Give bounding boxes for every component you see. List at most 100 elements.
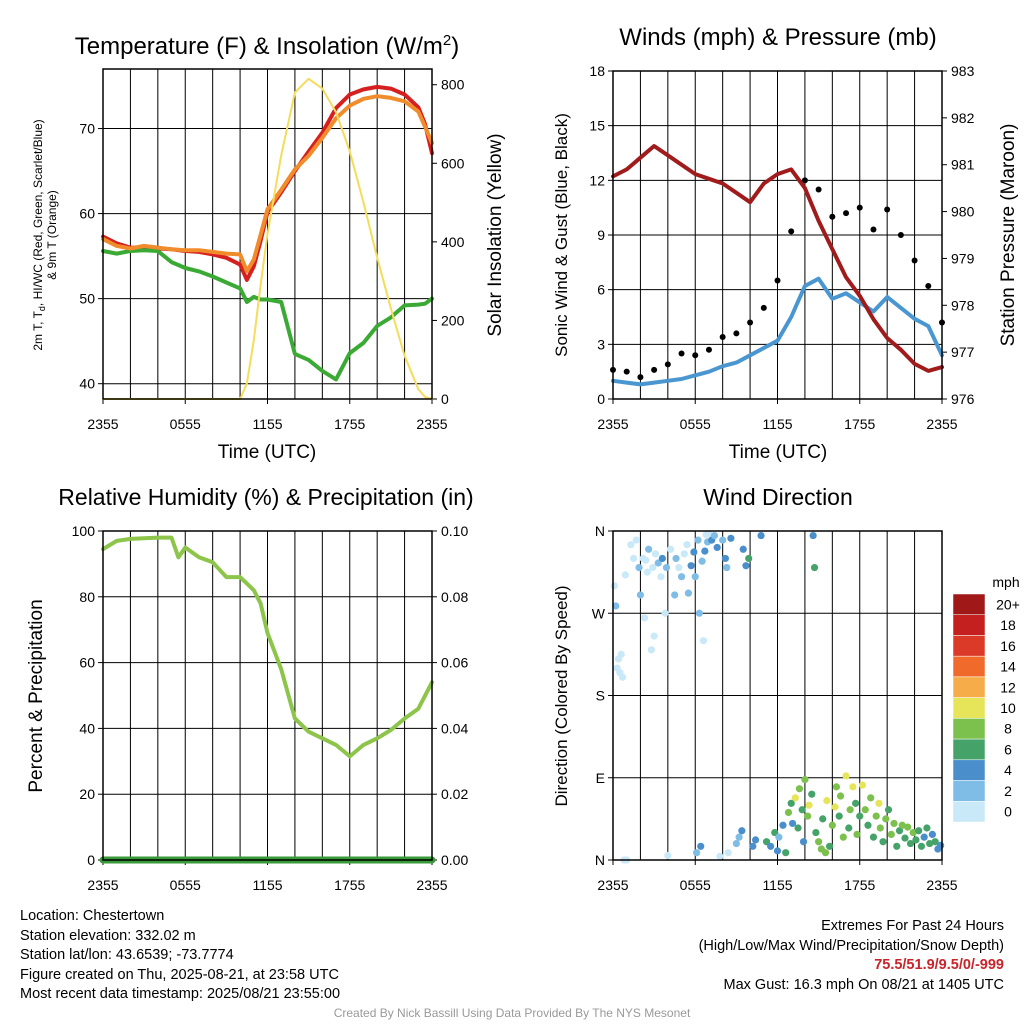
- rh-ytick-label: 40: [79, 720, 95, 736]
- colorbar-label: 10: [1000, 700, 1016, 716]
- direction-point: [767, 842, 775, 850]
- direction-point: [788, 819, 797, 828]
- rh-ytick-label: 80: [79, 589, 95, 605]
- direction-point: [651, 550, 660, 558]
- wind-xtick-label: 1755: [844, 416, 875, 432]
- direction-point: [657, 573, 665, 581]
- direction-point: [931, 838, 939, 846]
- direction-point: [721, 554, 730, 563]
- series-station-pressure-line: [611, 144, 944, 373]
- humidity-ylabel: Percent & Precipitation: [26, 599, 47, 792]
- colorbar-label: 0: [1004, 804, 1012, 820]
- direction-point: [898, 821, 906, 829]
- winds-xlabel: Time (UTC): [729, 442, 828, 463]
- direction-point: [713, 543, 721, 552]
- rh-y2tick-label: 0.10: [441, 523, 468, 539]
- direction-point: [861, 806, 869, 814]
- colorbar-label: 8: [1004, 721, 1012, 737]
- series-td-line: [101, 248, 434, 382]
- credit-text: Created By Nick Bassill Using Data Provi…: [333, 1006, 691, 1020]
- latlon-text: Station lat/lon: 43.6539; -73.7774: [20, 947, 234, 964]
- wind-xtick-label: 0555: [680, 416, 711, 432]
- extremes-values: 75.5/51.9/9.5/0/-999: [874, 957, 1004, 974]
- direction-point: [839, 833, 847, 841]
- gust-point: [897, 232, 904, 238]
- rh-xtick-label: 0555: [170, 877, 201, 893]
- direction-point: [917, 842, 926, 850]
- rh-y2tick-label: 0.06: [441, 655, 468, 671]
- gust-point: [664, 361, 671, 368]
- max-gust-text: Max Gust: 16.3 mph On 08/21 at 1405 UTC: [723, 976, 1004, 993]
- direction-point: [819, 815, 827, 823]
- wind-xtick-label: 2355: [926, 416, 957, 432]
- winds-ylabel: Sonic Wind & Gust (Blue, Black): [552, 113, 571, 357]
- temperature-ylabel: 2m T, Td, HI/WC (Red, Green, Scarlet/Blu…: [31, 119, 47, 350]
- colorbar-title: mph: [992, 574, 1019, 590]
- direction-point: [812, 828, 820, 837]
- direction-point: [716, 852, 724, 860]
- temp-xtick-label: 1755: [334, 416, 365, 432]
- gust-point: [760, 304, 767, 311]
- dir-ytick-label: E: [596, 770, 605, 786]
- colorbar-swatch: [952, 780, 986, 802]
- direction-point: [640, 614, 649, 622]
- recent-text: Most recent data timestamp: 2025/08/21 2…: [20, 986, 341, 1003]
- direction-point: [775, 833, 783, 841]
- direction-point: [629, 554, 638, 563]
- direction-point: [842, 772, 850, 780]
- gust-point: [911, 257, 918, 264]
- gust-point: [651, 366, 658, 373]
- gust-point: [705, 346, 712, 353]
- wind-ytick-label: 12: [589, 172, 605, 188]
- direction-point: [684, 589, 692, 597]
- direction-point: [621, 571, 629, 579]
- direction-point: [658, 554, 666, 563]
- gust-point: [719, 334, 726, 341]
- direction-point: [719, 536, 727, 544]
- wind-xtick-label: 2355: [597, 416, 628, 432]
- extremes-subtitle: (High/Low/Max Wind/Precipitation/Snow De…: [698, 937, 1004, 954]
- direction-point: [849, 783, 857, 791]
- wind-ytick-label: 18: [589, 63, 605, 79]
- direction-point: [691, 573, 699, 581]
- direction-point: [742, 562, 750, 570]
- temperature-panel: Temperature (F) & Insolation (W/m2) 2m T…: [31, 32, 506, 463]
- direction-point: [751, 836, 760, 844]
- direction-point: [661, 609, 669, 617]
- direction-title: Wind Direction: [703, 484, 853, 510]
- colorbar-label: 2: [1004, 783, 1012, 799]
- dir-xtick-label: 1755: [844, 877, 875, 893]
- direction-point: [858, 781, 867, 789]
- gust-point: [856, 204, 863, 211]
- direction-point: [904, 823, 912, 831]
- elevation-text: Station elevation: 332.02 m: [20, 927, 196, 944]
- direction-point: [798, 806, 806, 814]
- direction-point: [872, 812, 880, 820]
- extremes-title: Extremes For Past 24 Hours: [821, 918, 1004, 934]
- direction-point: [795, 785, 804, 793]
- wind-ytick-label: 3: [597, 336, 605, 352]
- direction-point: [882, 815, 890, 823]
- gust-point: [733, 330, 740, 337]
- direction-ylabel: Direction (Colored By Speed): [552, 585, 571, 806]
- series-sonic-wind-line: [611, 276, 944, 387]
- rh-frame: [102, 530, 433, 861]
- direction-point: [836, 792, 845, 800]
- gust-point: [801, 177, 808, 184]
- solar-ylabel: Solar Insolation (Yellow): [485, 133, 506, 336]
- colorbar-swatch: [952, 614, 986, 636]
- direction-point: [680, 550, 688, 558]
- direction-point: [808, 790, 816, 798]
- direction-point: [739, 545, 747, 553]
- colorbar-label: 16: [1000, 638, 1016, 654]
- rh-ytick-label: 20: [79, 786, 95, 802]
- direction-point: [664, 851, 672, 860]
- temp-xtick-label: 2355: [87, 416, 118, 432]
- gust-point: [637, 374, 644, 381]
- colorbar-swatch: [952, 635, 986, 657]
- direction-point: [909, 828, 917, 837]
- direction-point: [856, 812, 864, 820]
- direction-point: [732, 839, 740, 848]
- winds-panel: Winds (mph) & Pressure (mb) Sonic Wind &…: [552, 24, 1019, 463]
